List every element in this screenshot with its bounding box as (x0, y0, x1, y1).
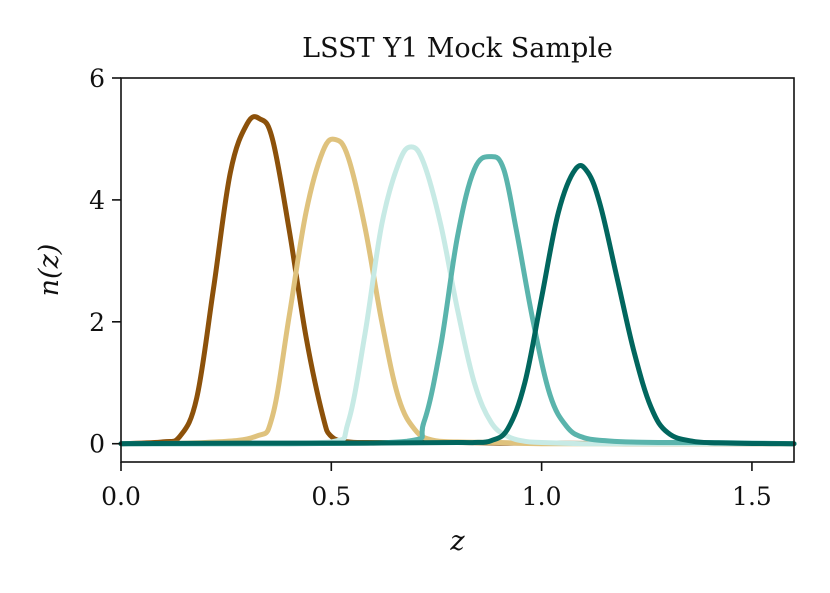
y-tick-label: 6 (89, 64, 105, 93)
x-tick-label: 1.0 (522, 482, 562, 511)
chart-title: LSST Y1 Mock Sample (302, 33, 613, 64)
series-line-3 (118, 144, 797, 447)
y-axis-label: n(z) (34, 244, 65, 297)
x-axis-label: z (449, 526, 465, 557)
plot-area (121, 78, 794, 462)
x-axis-ticks: 0.0 0.5 1.0 1.5 (101, 462, 772, 511)
y-tick-label: 4 (89, 186, 105, 215)
x-tick-label: 1.5 (732, 482, 772, 511)
y-tick-label: 0 (89, 430, 105, 459)
x-tick-label: 0.0 (101, 482, 141, 511)
series-line-5 (118, 163, 797, 447)
series-lines (118, 114, 797, 447)
plot-frame (120, 77, 795, 463)
x-tick-label: 0.5 (311, 482, 351, 511)
y-axis-ticks: 0 2 4 6 (89, 64, 121, 459)
series-line-4 (118, 154, 797, 447)
y-tick-label: 2 (89, 308, 105, 337)
